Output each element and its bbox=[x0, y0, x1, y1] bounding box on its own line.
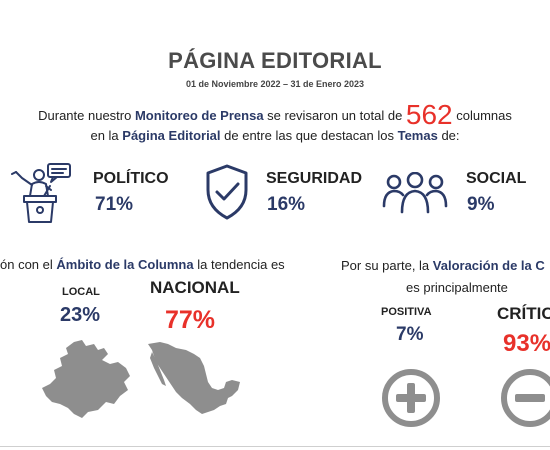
page-title: PÁGINA EDITORIAL bbox=[168, 48, 382, 73]
shield-check-icon bbox=[202, 162, 252, 227]
people-group-icon bbox=[382, 171, 448, 221]
intro-line-1: Durante nuestro Monitoreo de Prensa se r… bbox=[0, 99, 550, 131]
valoracion-heading: Por su parte, la Valoración de la C bbox=[341, 258, 545, 273]
jalisco-map-icon bbox=[38, 338, 138, 425]
national-pct: 77% bbox=[165, 306, 216, 334]
mexico-map-icon bbox=[146, 340, 242, 425]
intro-text: en la bbox=[90, 128, 123, 143]
local-label: LOCAL bbox=[62, 286, 100, 298]
topic-label-seguridad: SEGURIDAD bbox=[266, 170, 363, 187]
valoracion-subheading: es principalmente bbox=[406, 280, 508, 295]
positive-pct: 7% bbox=[396, 324, 424, 345]
intro-highlight-temas: Temas bbox=[397, 128, 438, 143]
topic-label-social: SOCIAL bbox=[466, 170, 527, 187]
topic-label-politico: POLÍTICO bbox=[93, 170, 169, 187]
ambito-heading: ón con el Ámbito de la Columna la tenden… bbox=[0, 257, 285, 272]
intro-highlight-monitoreo: Monitoreo de Prensa bbox=[134, 108, 264, 123]
ambito-text: la tendencia es bbox=[193, 257, 285, 272]
bottom-divider bbox=[0, 446, 550, 447]
intro-text: Durante nuestro bbox=[38, 108, 135, 123]
date-range: 01 de Noviembre 2022 – 31 de Enero 2023 bbox=[185, 79, 365, 89]
topic-pct-social: 9% bbox=[467, 194, 495, 215]
minus-circle-icon bbox=[500, 368, 550, 433]
national-label: NACIONAL bbox=[150, 278, 240, 297]
valoracion-highlight: Valoración de la C bbox=[432, 258, 545, 273]
critical-pct: 93% bbox=[503, 330, 550, 357]
valoracion-text: Por su parte, la bbox=[341, 258, 433, 273]
local-pct: 23% bbox=[60, 304, 101, 326]
critical-label: CRÍTIC bbox=[497, 304, 550, 323]
intro-line-2: en la Página Editorial de entre las que … bbox=[0, 128, 550, 143]
total-columns-count: 562 bbox=[405, 99, 453, 130]
topic-pct-politico: 71% bbox=[95, 194, 134, 215]
intro-text: se revisaron un total de bbox=[263, 108, 406, 123]
ambito-highlight: Ámbito de la Columna bbox=[56, 257, 194, 272]
plus-circle-icon bbox=[381, 368, 441, 433]
podium-speaker-icon bbox=[6, 160, 74, 231]
topic-pct-seguridad: 16% bbox=[267, 194, 306, 215]
intro-highlight-pagina: Página Editorial bbox=[122, 128, 221, 143]
intro-text: de: bbox=[437, 128, 460, 143]
intro-text: columnas bbox=[452, 108, 512, 123]
positive-label: POSITIVA bbox=[381, 306, 432, 318]
intro-text: de entre las que destacan los bbox=[220, 128, 398, 143]
ambito-text: ón con el bbox=[0, 257, 57, 272]
